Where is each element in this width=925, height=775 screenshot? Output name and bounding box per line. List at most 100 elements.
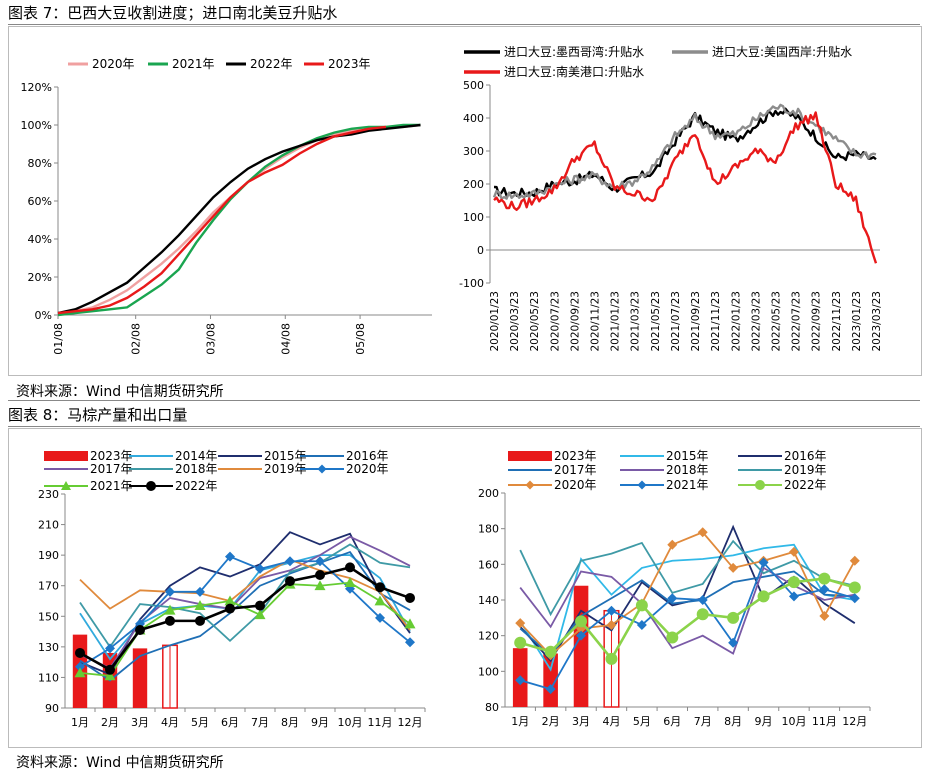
y-tick-label: 100 — [463, 211, 484, 224]
p1-x-tick-label: 8月 — [281, 716, 299, 729]
p1-point-circle — [315, 570, 325, 581]
divider — [8, 426, 920, 427]
x-tick-label: 2020/03/23 — [509, 291, 521, 352]
p1-legend-label: 2017年 — [90, 462, 133, 476]
p2-bar-2023 — [543, 653, 558, 707]
p1-series-line — [79, 551, 411, 682]
p2-point-diamond — [697, 527, 708, 538]
p1-legend-label: 2018年 — [175, 462, 218, 476]
p1-x-tick-label: 5月 — [191, 716, 209, 729]
p1-point-triangle — [314, 580, 326, 591]
p1-point-triangle — [74, 667, 86, 678]
p2-legend-label: 2022年 — [784, 478, 827, 492]
p1-x-tick-label: 9月 — [311, 716, 329, 729]
p2-legend-swatch — [508, 451, 552, 461]
p2-x-tick-label: 11月 — [812, 715, 837, 728]
p2-point-diamond — [545, 684, 556, 695]
p2-y-tick-label: 160 — [478, 558, 499, 571]
p2-point-diamond — [788, 591, 799, 602]
p2-point-circle — [727, 611, 740, 624]
p1-x-tick-label: 10月 — [338, 716, 363, 729]
p2-y-tick-label: 140 — [478, 594, 499, 607]
p2-point-circle — [514, 636, 527, 649]
p2-point-diamond — [819, 611, 830, 622]
legend-label: 进口大豆:美国西岸:升贴水 — [712, 45, 852, 59]
p2-point-diamond — [819, 584, 830, 595]
p2-point-circle — [757, 590, 770, 603]
p1-point-circle — [75, 647, 85, 658]
p1-point-circle — [345, 562, 355, 573]
legend-label: 进口大豆:南美港口:升贴水 — [504, 64, 644, 79]
p2-point-circle — [787, 576, 800, 589]
x-tick-label: 2020/11/23 — [590, 291, 602, 352]
p2-legend-marker — [755, 480, 765, 490]
p2-point-diamond — [728, 562, 739, 573]
y-tick-label: 40% — [28, 233, 52, 246]
x-tick-label: 2022/07/23 — [791, 291, 803, 352]
y-tick-label: 100% — [21, 119, 52, 132]
legend-label: 2022年 — [250, 57, 293, 71]
p2-point-diamond — [697, 595, 708, 605]
p2-point-diamond — [515, 618, 526, 629]
p2-legend-marker — [525, 480, 535, 490]
x-tick-label: 2022/05/23 — [770, 291, 782, 352]
p1-point-circle — [195, 615, 205, 626]
p1-point-circle — [225, 603, 235, 614]
p2-x-tick-label: 9月 — [755, 715, 773, 728]
p2-point-circle — [696, 608, 709, 621]
figure-8-title: 图表 8：马棕产量和出口量 — [8, 406, 188, 424]
p2-point-circle — [575, 615, 588, 628]
figure-7-title: 图表 7：巴西大豆收割进度；进口南北美豆升贴水 — [8, 4, 338, 22]
p1-point-diamond — [315, 556, 325, 567]
x-tick-label: 2020/07/23 — [549, 291, 561, 352]
p1-x-tick-label: 3月 — [131, 716, 149, 729]
x-tick-label: 2022/11/23 — [831, 291, 843, 352]
p1-legend-label: 2021年 — [90, 479, 133, 493]
p1-legend-marker — [317, 464, 327, 474]
p1-y-tick-label: 90 — [45, 702, 59, 715]
x-tick-label: 04/08 — [279, 323, 292, 355]
y-tick-label: 20% — [28, 271, 52, 284]
p2-series-line — [519, 531, 856, 657]
p2-x-tick-label: 7月 — [694, 715, 712, 728]
p1-point-triangle — [194, 600, 206, 610]
divider — [8, 400, 920, 401]
p1-bar-2023 — [132, 648, 148, 708]
x-tick-label: 2022/03/23 — [750, 291, 762, 352]
p2-point-circle — [666, 631, 679, 644]
series-line-2022年 — [57, 123, 421, 315]
p1-legend-label: 2016年 — [346, 449, 389, 463]
x-tick-label: 2021/01/23 — [610, 291, 622, 352]
p1-point-diamond — [225, 551, 235, 562]
p1-point-diamond — [375, 612, 385, 623]
p2-legend-label: 2018年 — [666, 463, 709, 477]
p1-point-diamond — [105, 643, 115, 654]
p2-point-diamond — [849, 593, 860, 604]
p2-point-diamond — [667, 593, 678, 604]
x-tick-label: 2021/09/23 — [690, 291, 702, 352]
p2-point-diamond — [515, 675, 526, 686]
x-tick-label: 2021/03/23 — [630, 291, 642, 352]
p1-point-triangle — [254, 609, 266, 620]
x-tick-label: 2021/07/23 — [670, 291, 682, 352]
p1-point-circle — [255, 600, 265, 611]
p2-x-tick-label: 1月 — [511, 715, 529, 728]
p2-x-tick-label: 12月 — [842, 715, 867, 728]
divider — [8, 24, 920, 25]
p1-y-tick-label: 110 — [38, 671, 59, 684]
p2-x-tick-label: 6月 — [663, 715, 681, 728]
p1-legend-label: 2020年 — [346, 462, 389, 476]
p1-x-tick-label: 11月 — [368, 716, 393, 729]
p1-series-line — [79, 543, 411, 649]
p1-point-circle — [405, 592, 415, 603]
series-line-2021年 — [57, 123, 421, 317]
p1-legend-marker — [146, 481, 156, 491]
x-tick-label: 2022/01/23 — [730, 291, 742, 352]
p1-series-line — [79, 535, 411, 670]
y-tick-label: 400 — [463, 112, 484, 125]
series-line-2020年 — [57, 123, 421, 315]
p1-point-circle — [135, 625, 145, 636]
p1-x-tick-label: 7月 — [251, 716, 269, 729]
series-line-2 — [493, 111, 878, 264]
p2-x-tick-label: 5月 — [633, 715, 651, 728]
